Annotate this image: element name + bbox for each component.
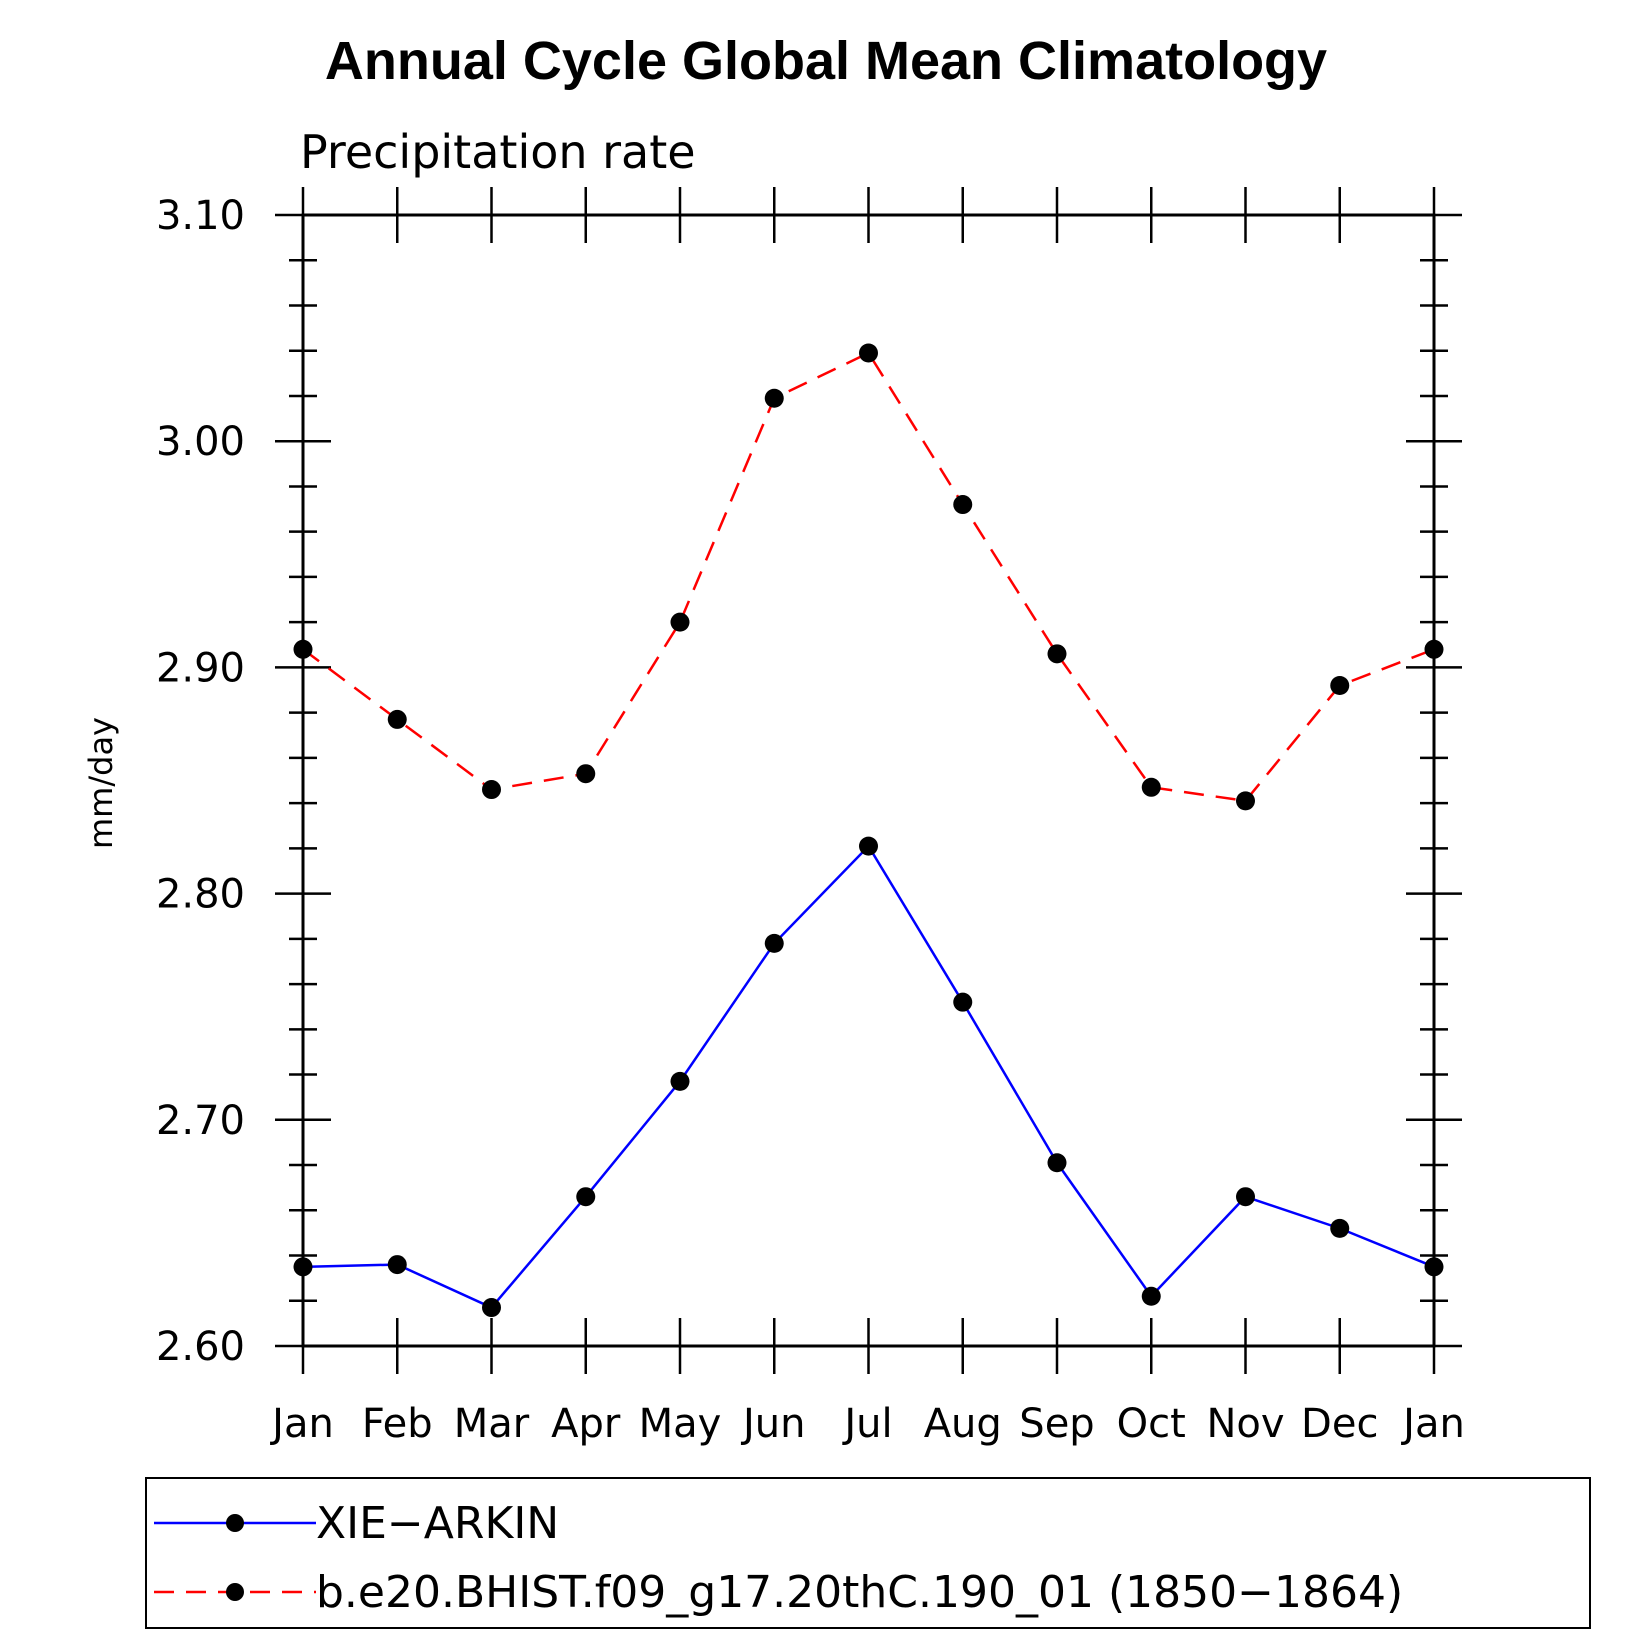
x-tick-label: May (639, 1401, 722, 1447)
y-tick-label: 2.70 (156, 1098, 245, 1144)
data-point-series-2 (293, 639, 313, 659)
data-point-series-1 (764, 933, 784, 953)
y-tick-label: 2.60 (156, 1324, 245, 1370)
data-point-series-1 (1047, 1153, 1067, 1173)
data-point-series-2 (1236, 791, 1255, 811)
plot-area: 2.60 2.70 2.80 2.90 3.00 3.10 Jan Feb Mar Apr May J… (156, 187, 1465, 1447)
legend-marker-series-1 (226, 1514, 244, 1532)
data-point-series-1 (482, 1298, 501, 1318)
y-tick-label: 3.00 (156, 419, 245, 465)
data-point-series-1 (293, 1257, 313, 1277)
x-tick-label: Jul (841, 1401, 892, 1447)
legend-label-series-2: b.e20.BHIST.f09_g17.20thC.190_01 (1850−1… (316, 1567, 1403, 1618)
legend-marker-series-2 (226, 1583, 244, 1601)
x-tick-label: Jun (740, 1401, 806, 1447)
data-point-series-2 (953, 495, 973, 515)
series-line-1 (302, 844, 1435, 1310)
data-point-series-2 (1424, 639, 1444, 659)
data-point-series-1 (576, 1187, 596, 1207)
legend-box (145, 1477, 1591, 1629)
legend: XIE−ARKIN b.e20.BHIST.f09_g17.20thC.190_… (145, 1477, 1591, 1629)
y-tick-label: 3.10 (156, 193, 245, 239)
data-point-series-2 (576, 764, 596, 784)
data-point-series-2 (1330, 675, 1350, 695)
x-tick-label: Aug (924, 1401, 1002, 1447)
x-tick-label: Sep (1019, 1401, 1094, 1447)
x-tick-label: Jan (269, 1401, 334, 1447)
data-point-series-1 (1141, 1286, 1161, 1306)
data-point-series-2 (859, 343, 878, 363)
data-point-series-2 (670, 612, 690, 632)
data-point-series-2 (387, 709, 407, 729)
x-tick-label: Jan (1400, 1401, 1465, 1447)
y-tick-label: 2.80 (156, 872, 245, 918)
data-point-series-1 (953, 992, 973, 1012)
x-tick-label: Dec (1301, 1401, 1378, 1447)
data-point-series-1 (1424, 1257, 1444, 1277)
chart-title: Annual Cycle Global Mean Climatology (325, 31, 1327, 91)
y-tick-label: 2.90 (156, 645, 245, 691)
x-tick-label: Oct (1117, 1401, 1186, 1447)
data-point-series-1 (1330, 1218, 1350, 1238)
data-point-series-1 (387, 1255, 407, 1275)
data-point-series-2 (482, 780, 501, 800)
legend-label-series-1: XIE−ARKIN (316, 1498, 559, 1549)
data-point-series-1 (1236, 1187, 1255, 1207)
x-tick-label: Mar (454, 1401, 530, 1447)
x-tick-label: Feb (362, 1401, 433, 1447)
x-tick-label: Apr (551, 1401, 621, 1447)
data-point-series-2 (1141, 777, 1161, 797)
data-point-series-1 (670, 1071, 690, 1091)
x-tick-label: Nov (1206, 1401, 1284, 1447)
data-point-series-1 (859, 836, 878, 856)
data-point-series-2 (1047, 644, 1067, 664)
plot-frame (301, 213, 1436, 1348)
chart-subtitle: Precipitation rate (300, 125, 696, 179)
data-point-series-2 (764, 388, 784, 408)
series-line-2 (302, 351, 1435, 803)
y-axis-label: mm/day (82, 717, 120, 849)
